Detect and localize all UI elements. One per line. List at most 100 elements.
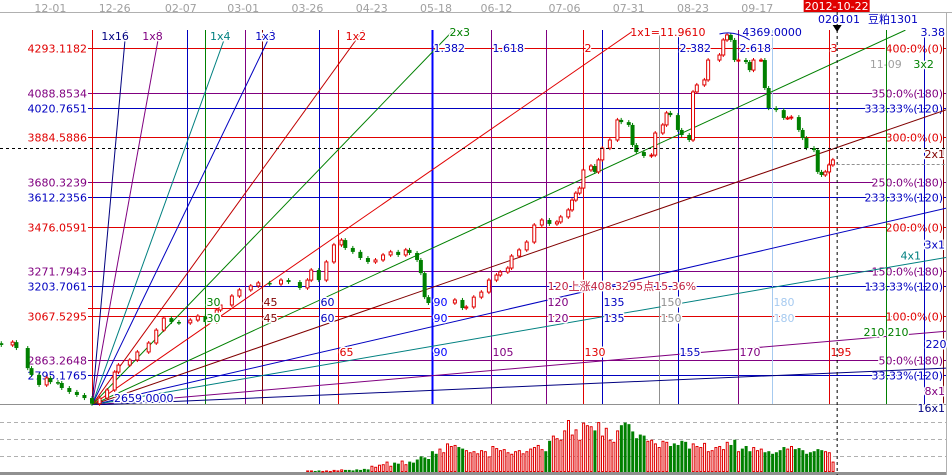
- volume-bar: [464, 450, 468, 473]
- gann-fan-line: [91, 30, 229, 405]
- candle-body: [607, 139, 612, 149]
- volume-bar: [729, 444, 733, 472]
- volume-bar: [786, 448, 790, 473]
- candle-body: [759, 59, 764, 62]
- volume-bar: [457, 447, 461, 472]
- price-arc: [719, 32, 750, 41]
- candle-body: [830, 159, 835, 166]
- candle-body: [509, 255, 514, 269]
- volume-bar: [706, 451, 710, 473]
- candle-body: [267, 282, 272, 285]
- volume-bar: [767, 451, 771, 472]
- symbol-name: 豆粕1301: [868, 12, 918, 26]
- volume-bar: [544, 451, 548, 472]
- candle-body: [422, 273, 427, 298]
- candle-body: [441, 302, 446, 306]
- date-label: 09-17: [741, 2, 773, 15]
- date-label: 07-06: [549, 2, 581, 15]
- candle-body: [388, 251, 393, 256]
- volume-bar: [657, 447, 661, 473]
- candle-body: [154, 329, 159, 344]
- time-count-label: 135: [604, 296, 625, 309]
- candle-body: [112, 371, 117, 391]
- candle-body: [381, 254, 386, 261]
- price-level-percent: 300.0%(0): [885, 132, 943, 145]
- candle-body: [827, 164, 832, 173]
- fibonacci-time-label: 2.382: [680, 42, 712, 55]
- gann-fan-line: [91, 30, 161, 405]
- volume-bar: [616, 430, 620, 472]
- candle-body: [751, 59, 756, 71]
- candle-body: [721, 39, 726, 56]
- candle-body: [649, 154, 654, 157]
- price-level-value: 3271.7943: [28, 266, 88, 279]
- volume-bar: [423, 457, 427, 472]
- volume-bar: [480, 450, 484, 473]
- volume-bar: [540, 449, 544, 472]
- gann-fan-line: [91, 30, 127, 405]
- candle-body: [694, 84, 699, 93]
- volume-bar: [495, 448, 499, 472]
- volume-bar: [816, 449, 820, 472]
- gann-fan-label: 1x16: [101, 30, 129, 43]
- time-count-label: 155: [680, 346, 701, 359]
- volume-bar: [782, 447, 786, 472]
- candle-body: [297, 282, 302, 288]
- price-level-value: 4020.7651: [28, 103, 88, 116]
- candle-body: [415, 252, 420, 260]
- date-label: 11-09: [870, 58, 902, 71]
- date-label: 04-23: [356, 2, 388, 15]
- candle-body: [146, 342, 151, 353]
- time-count-label: 120: [548, 312, 569, 325]
- candle-body: [630, 124, 635, 146]
- volume-bar: [755, 450, 759, 473]
- price-level-percent: 50.0%(180): [878, 355, 943, 368]
- price-level-value: 3612.2356: [28, 192, 88, 205]
- candle-body: [44, 377, 49, 386]
- candle-body: [815, 150, 820, 172]
- candle-body: [781, 110, 786, 118]
- volume-bar: [321, 470, 325, 473]
- date-label: 06-12: [480, 2, 512, 15]
- volume-panel: [0, 404, 946, 475]
- candle-body: [619, 119, 624, 123]
- volume-bar: [627, 424, 631, 472]
- candle-body: [460, 299, 465, 309]
- volume-bar: [362, 468, 366, 472]
- volume-bar: [529, 448, 533, 473]
- volume-bar: [570, 434, 574, 472]
- candle-body: [426, 297, 431, 304]
- candle-body: [706, 59, 711, 81]
- price-level-percent: 33.33%(120): [871, 370, 943, 383]
- volume-bar: [461, 448, 465, 472]
- volume-bar: [536, 444, 540, 472]
- candle-body: [127, 359, 132, 366]
- time-count-label: 135: [604, 312, 625, 325]
- cursor-date-label: 2012-10-22: [805, 0, 869, 13]
- price-level-percent: 250.0%(180): [871, 177, 943, 190]
- gann-fan-line: [91, 30, 635, 405]
- time-count-label: 60: [321, 312, 335, 325]
- volume-bar: [665, 441, 669, 472]
- volume-bar: [548, 440, 552, 472]
- candle-body: [0, 343, 4, 345]
- date-label: 08-23: [677, 2, 709, 15]
- fibonacci-time-label: 2: [585, 42, 592, 55]
- candle-body: [517, 249, 522, 257]
- candle-body: [25, 348, 30, 369]
- candle-body: [691, 91, 696, 141]
- volume-bar: [506, 452, 510, 472]
- candle-body: [305, 279, 310, 289]
- candle-body: [188, 319, 193, 324]
- volume-bar: [446, 443, 450, 472]
- volume-bar: [393, 462, 397, 472]
- price-levels: 4293.1182 400.0%(0)4088.8534 350.0%(180)40…: [28, 41, 946, 384]
- candle-body: [248, 285, 253, 291]
- gann-fan-label: 8x1: [924, 385, 945, 398]
- crosshair-cursor: [0, 12, 946, 475]
- date-label: 05-18: [420, 2, 452, 15]
- gann-fan-label: 2x3: [450, 26, 471, 39]
- candle-body: [418, 259, 423, 274]
- volume-bar: [824, 451, 828, 473]
